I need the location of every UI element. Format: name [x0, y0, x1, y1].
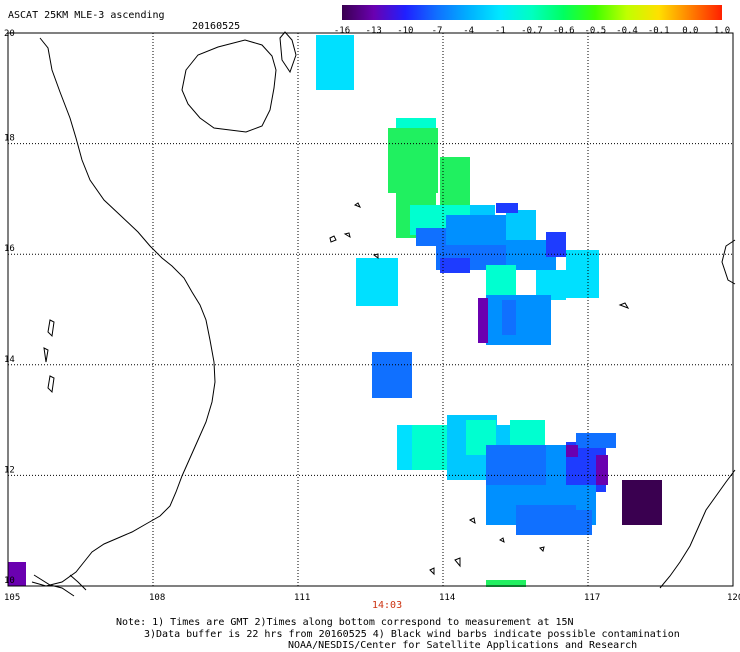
lat-tick-label: 16	[4, 244, 15, 254]
colorbar-labels: -16 -13 -10 -7 -4 -1 -0.7 -0.6 -0.5 -0.4 -0.1 0.0 1.…	[334, 25, 730, 37]
axis-labels: 105 108 111 114 117 120 20 18 16 14 12 10	[4, 29, 740, 603]
map-frame	[7, 32, 734, 587]
coastline-islet	[539, 546, 545, 552]
pass-time-label: 14:03	[372, 600, 403, 611]
colorbar	[342, 5, 722, 20]
lat-tick-label: 10	[4, 576, 15, 586]
colorbar-label: -0.7	[521, 26, 543, 36]
colorbar-label: -1	[494, 26, 506, 36]
note-line-3: NOAA/NESDIS/Center for Satellite Applica…	[288, 640, 638, 651]
coastline-china	[279, 31, 297, 74]
colorbar-label: -4	[463, 26, 475, 36]
coastline-islet	[43, 347, 49, 363]
coastline-islet	[372, 253, 379, 259]
swath-cell	[622, 480, 662, 525]
swath-cell	[576, 433, 616, 448]
swath-cell	[546, 232, 566, 257]
swath-cell	[440, 157, 470, 207]
lat-tick-label: 14	[4, 355, 15, 365]
colorbar-label: -7	[431, 26, 443, 36]
swath-cell	[440, 258, 470, 273]
lon-tick-label: 108	[149, 593, 165, 603]
coastline-islet	[47, 375, 55, 394]
colorbar-label: -0.1	[647, 26, 670, 36]
coastline-islet	[353, 202, 362, 208]
swath-cell	[372, 352, 412, 398]
swath-cell	[446, 215, 506, 245]
note-line-1: Note: 1) Times are GMT 2)Times along bot…	[116, 617, 574, 628]
swath-cell	[316, 35, 354, 90]
colorbar-label: -0.4	[616, 26, 638, 36]
lat-tick-label: 20	[4, 29, 15, 39]
swath-cell	[388, 128, 438, 193]
lat-tick-label: 12	[4, 465, 15, 475]
colorbar-label: -0.6	[552, 26, 575, 36]
swath-cell	[396, 118, 436, 130]
coastline-luzon	[721, 239, 736, 285]
map-date: 20160525	[192, 21, 241, 32]
coastline-hainan	[181, 39, 277, 133]
coastline-islet	[499, 537, 505, 543]
coastline-vietnam	[31, 37, 216, 587]
lat-tick-label: 18	[4, 134, 15, 144]
colorbar-label: -16	[333, 26, 351, 36]
coastline-islet	[343, 232, 351, 239]
coastline-palawan	[659, 469, 736, 589]
swath-cell	[8, 562, 26, 586]
swath-cell	[478, 298, 488, 343]
lon-tick-label: 117	[584, 593, 600, 603]
lon-tick-label: 120	[727, 593, 740, 603]
colorbar-label: 1.0	[713, 26, 731, 36]
graticule	[8, 33, 733, 586]
coastline-islet	[454, 557, 461, 568]
coastline	[31, 31, 736, 597]
colorbar-label: -10	[397, 26, 414, 36]
coastline-mekong-delta	[69, 574, 87, 591]
swath-cell	[596, 455, 608, 485]
lon-tick-label: 105	[4, 593, 20, 603]
swath-cell	[510, 420, 545, 445]
swath-cell	[502, 300, 516, 335]
lon-tick-label: 111	[294, 593, 310, 603]
coastline-islet	[329, 235, 337, 243]
swath-cell	[356, 258, 398, 306]
swath-cell	[486, 265, 516, 295]
lon-tick-label: 114	[439, 593, 455, 603]
coastline-islet	[47, 319, 55, 338]
colorbar-label: 0.0	[682, 26, 699, 36]
coastline-islet	[618, 302, 630, 309]
swath-cell	[506, 210, 536, 240]
swath-cell	[416, 228, 446, 246]
map-title: ASCAT 25KM MLE-3 ascending	[8, 10, 165, 21]
swath-cell	[412, 425, 447, 470]
swath-cell	[486, 580, 526, 587]
colorbar-label: -13	[365, 26, 382, 36]
colorbar-label: -0.5	[584, 26, 607, 36]
swath-cell	[496, 203, 518, 213]
scatterometer-swath	[8, 35, 662, 587]
swath-cell	[556, 510, 592, 535]
swath-cell	[566, 250, 599, 298]
swath-cell	[486, 295, 551, 345]
coastline-islet	[468, 517, 476, 525]
swath-cell	[566, 445, 578, 457]
coastline-islet	[429, 567, 435, 576]
note-line-2: 3)Data buffer is 22 hrs from 20160525 4)…	[144, 629, 680, 640]
